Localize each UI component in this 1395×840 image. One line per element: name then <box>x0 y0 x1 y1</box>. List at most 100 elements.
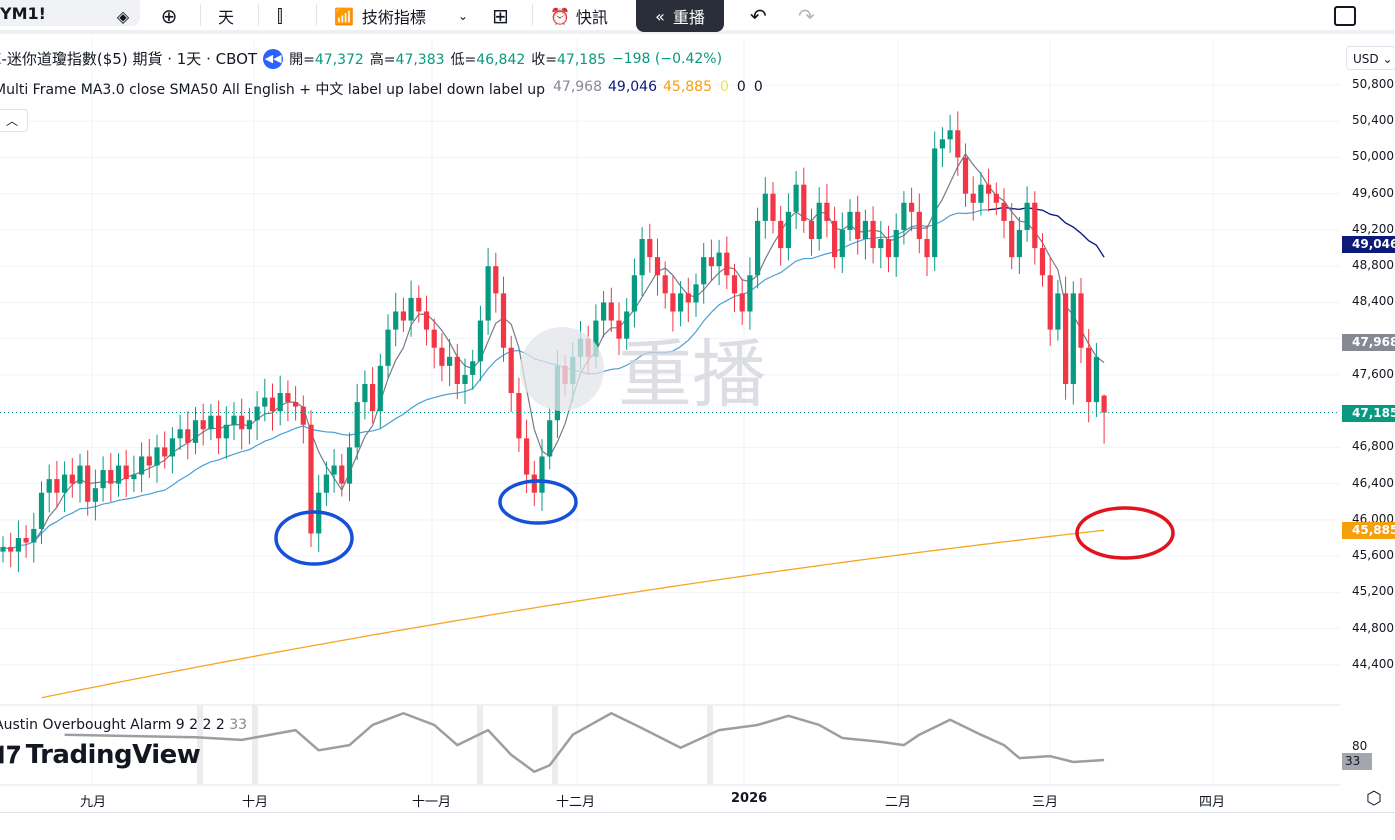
price-tick: 50,000 <box>1352 149 1394 164</box>
candle-body <box>269 397 276 412</box>
replay-label: 重播 <box>672 8 705 27</box>
candle-body <box>62 474 68 493</box>
candle-body <box>208 415 214 430</box>
price-tick: 46,800 <box>1352 439 1394 454</box>
candle-body <box>169 438 175 457</box>
candle-body <box>8 547 14 552</box>
tradingview-logo[interactable]: 𝟏𝟕 TradingView <box>0 740 201 770</box>
candle-body <box>185 429 191 443</box>
candle-body <box>200 420 206 430</box>
alerts-button[interactable]: ⏰ 快訊 <box>550 0 608 32</box>
undo-icon[interactable]: ↶ <box>750 4 767 28</box>
candle-body <box>508 347 514 394</box>
candle-body <box>924 239 930 258</box>
candle-body <box>1070 293 1076 384</box>
candle-body <box>1024 202 1030 230</box>
candle-body <box>293 402 299 407</box>
symbol-label: YM1! <box>0 3 46 23</box>
candle-body <box>1047 275 1053 330</box>
candle-body <box>901 202 907 230</box>
candle-body <box>685 293 691 303</box>
candle-body <box>362 383 368 403</box>
indicators-button[interactable]: 📶 技術指標 <box>334 0 426 32</box>
price-tick: 44,400 <box>1352 656 1394 671</box>
symbol-search[interactable]: YM1! <box>0 0 140 26</box>
fullscreen-icon[interactable] <box>1333 0 1357 32</box>
oscillator-scale-label: 80 <box>1352 739 1368 753</box>
currency-select[interactable]: USD ⌄ <box>1346 46 1395 70</box>
sma50-line-end <box>988 206 1105 258</box>
candle-body <box>331 465 337 475</box>
candle-body <box>85 465 91 502</box>
indicator-value: 49,046 <box>608 79 657 95</box>
price-tag: 45,885 <box>1342 522 1395 540</box>
candle-body <box>593 320 599 357</box>
price-chart[interactable] <box>0 38 1340 828</box>
candle-body <box>1009 220 1015 258</box>
gear-hex-icon[interactable]: ⬡ <box>1366 788 1382 809</box>
candles-icon[interactable]: ⫿ <box>277 5 283 27</box>
oscillator-legend[interactable]: Austin Overbought Alarm 9 2 2 2 33 <box>0 717 248 733</box>
candle-body <box>647 239 653 258</box>
candle-body <box>631 275 637 312</box>
indicator-value: 47,968 <box>553 79 602 95</box>
candle-body <box>916 211 922 240</box>
candle-body <box>192 420 199 443</box>
candle-body <box>855 211 861 240</box>
candle-body <box>115 465 122 484</box>
alerts-label: 快訊 <box>575 8 608 27</box>
candle-body <box>770 193 776 221</box>
candle-body <box>385 329 391 366</box>
indicator-name: Multi Frame MA3.0 close SMA50 All Englis… <box>0 82 545 98</box>
highlight-bar <box>197 706 203 784</box>
layout-grid-icon[interactable]: ⊞ <box>492 4 509 28</box>
candle-body <box>400 311 406 321</box>
divider <box>532 4 533 26</box>
redo-icon[interactable]: ↷ <box>798 4 815 28</box>
chevron-up-icon[interactable]: ︿ <box>0 109 28 132</box>
interval-label: 天 <box>218 8 235 27</box>
indicator-value: 45,885 <box>663 79 712 95</box>
candle-body <box>131 474 137 480</box>
candle-body <box>431 329 437 348</box>
oscillator-value-tag: 33 <box>1342 753 1372 770</box>
ohlc-low: 低=46,842 <box>450 51 526 68</box>
candle-body <box>0 547 6 552</box>
candle-body <box>739 293 745 312</box>
candle-body <box>1016 229 1022 258</box>
candle-body <box>308 424 314 534</box>
price-tick: 49,200 <box>1352 221 1394 236</box>
replay-badge-icon[interactable]: ◀◀ <box>263 48 284 69</box>
candle-body <box>947 130 953 140</box>
candle-body <box>485 266 491 321</box>
candle-body <box>870 220 876 249</box>
candle-body <box>1032 202 1038 249</box>
replay-button[interactable]: « 重播 <box>636 0 724 32</box>
candle-body <box>416 297 422 312</box>
indicator-value: 0 <box>736 79 746 95</box>
candle-body <box>254 406 260 421</box>
time-axis-label: 九月 <box>80 795 107 810</box>
replay-watermark-icon <box>520 326 604 411</box>
candle-body <box>608 302 614 321</box>
candle-body <box>23 538 29 543</box>
candle-body <box>839 229 845 258</box>
replay-rewind-icon: « <box>655 6 665 26</box>
time-axis-label: 十二月 <box>556 795 596 810</box>
candle-body <box>139 456 145 475</box>
time-axis-label: 二月 <box>885 795 912 810</box>
indicator-legend[interactable]: Multi Frame MA3.0 close SMA50 All Englis… <box>0 79 763 99</box>
candle-body <box>54 479 60 493</box>
candle-body <box>262 397 268 407</box>
chevron-down-icon[interactable]: ⌄ <box>458 9 469 23</box>
candle-body <box>246 420 252 430</box>
candle-body <box>223 424 229 439</box>
candle-body <box>808 220 815 240</box>
top-toolbar: YM1! ◈ ⊕ 天 ⫿ 📶 技術指標 ⌄ ⊞ ⏰ 快訊 « 重播 ↶ ↷ <box>0 0 1395 34</box>
symbol-diamond-icon[interactable]: ◈ <box>116 6 130 26</box>
add-icon[interactable]: ⊕ <box>160 4 178 28</box>
interval-button[interactable]: 天 <box>218 0 234 32</box>
candle-body <box>978 184 984 203</box>
indicator-value: 0 <box>720 79 729 95</box>
candle-body <box>354 402 360 448</box>
